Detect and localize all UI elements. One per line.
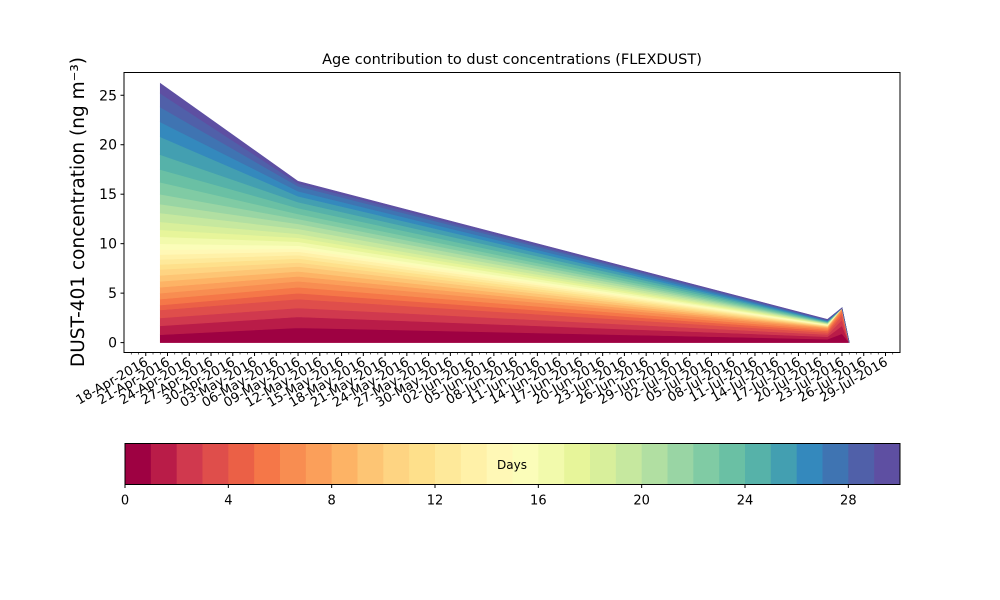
colorbar-swatch-3 [202, 443, 229, 485]
colorbar-ticks: 0 4 8 12 16 20 24 28 [121, 484, 857, 509]
colorbar-label: Days [497, 458, 527, 472]
colorbar-tick-label: 28 [840, 494, 857, 509]
colorbar-tick-label: 4 [224, 494, 232, 509]
colorbar-swatch-6 [280, 443, 307, 485]
colorbar-swatch-9 [357, 443, 384, 485]
x-axis: 18-Apr-201621-Apr-201624-Apr-201627-Apr-… [74, 352, 894, 411]
colorbar-swatch-7 [305, 443, 333, 485]
colorbar-swatch-0 [125, 443, 152, 485]
colorbar-tick-label: 0 [121, 494, 129, 509]
y-tick-label: 15 [99, 187, 117, 203]
colorbar-tick-label: 24 [737, 494, 754, 509]
colorbar-swatch-23 [719, 443, 746, 485]
colorbar-swatch-26 [796, 443, 823, 485]
y-axis: 0 5 10 15 20 25 [99, 88, 124, 352]
colorbar-swatch-16 [538, 443, 565, 485]
colorbar-tick-label: 8 [328, 494, 336, 509]
colorbar-swatch-24 [745, 443, 772, 485]
colorbar-swatch-22 [693, 443, 720, 485]
y-tick-label: 25 [99, 88, 117, 104]
colorbar-swatch-18 [590, 443, 617, 485]
colorbar-swatch-12 [435, 443, 462, 485]
colorbar-swatch-25 [770, 443, 798, 485]
colorbar-swatch-8 [331, 443, 358, 485]
colorbar-frame [124, 443, 901, 485]
area-layer-day-29 [159, 82, 850, 343]
colorbar-swatch-15 [512, 443, 539, 485]
colorbar-swatch-1 [150, 443, 178, 485]
colorbar-swatch-2 [176, 443, 203, 485]
colorbar-swatch-13 [460, 443, 488, 485]
colorbar-swatch-29 [874, 443, 901, 485]
colorbar-swatch-19 [615, 443, 643, 485]
y-tick-label: 10 [99, 237, 117, 253]
colorbar-swatch-20 [641, 443, 668, 485]
colorbar-swatch-21 [667, 443, 694, 485]
chart-title: Age contribution to dust concentrations … [322, 52, 702, 68]
colorbar-swatch-5 [254, 443, 281, 485]
y-tick-label: 20 [99, 138, 117, 154]
y-tick-label: 0 [108, 336, 117, 352]
colorbar-swatch-17 [564, 443, 591, 485]
colorbar-swatch-11 [409, 443, 436, 485]
plot-frame [123, 72, 901, 353]
colorbar-swatch-10 [383, 443, 410, 485]
stacked-area-layers [159, 82, 850, 343]
colorbar-swatch-14 [486, 443, 513, 485]
colorbar-swatch-27 [822, 443, 849, 485]
y-tick-label: 5 [108, 286, 117, 302]
colorbar-swatch-4 [228, 443, 255, 485]
colorbar: 0 4 8 12 16 20 24 28 Days [121, 443, 901, 509]
colorbar-tick-label: 16 [530, 494, 547, 509]
colorbar-swatch-28 [848, 443, 875, 485]
main-chart: Age contribution to dust concentrations … [68, 52, 901, 411]
colorbar-tick-label: 20 [633, 494, 650, 509]
colorbar-swatches [125, 443, 901, 485]
y-axis-label: DUST-401 concentration (ng m⁻³) [68, 57, 89, 367]
colorbar-tick-label: 12 [427, 494, 444, 509]
